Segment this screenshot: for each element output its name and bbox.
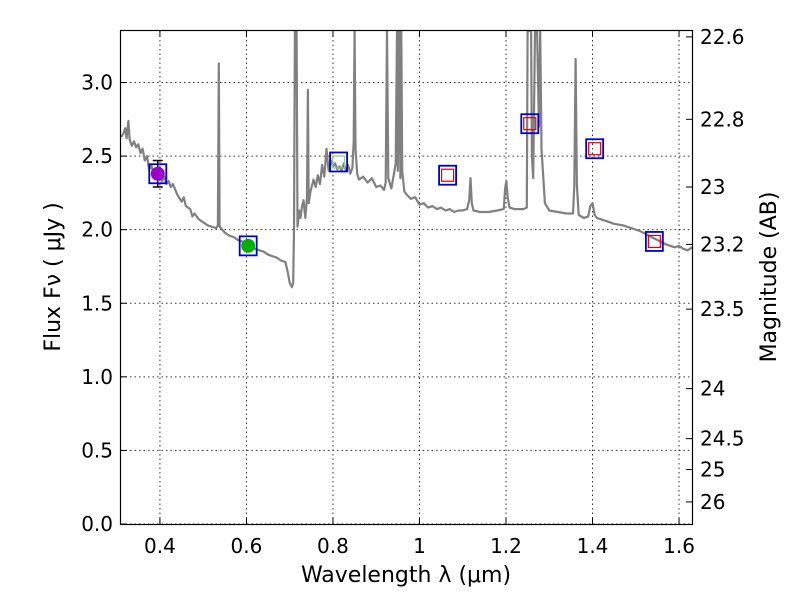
y2-tick-label: 23.2 — [700, 232, 745, 256]
y2-tick-label: 22.6 — [700, 25, 745, 49]
x-tick-label: 1.4 — [577, 534, 609, 558]
y-tick-label: 0.5 — [81, 438, 113, 462]
x-tick-label: 0.8 — [317, 534, 349, 558]
y2-tick-label: 22.8 — [700, 107, 745, 131]
point-1.06-marker — [440, 168, 455, 182]
point-1.54-box — [644, 231, 664, 252]
y-tick-label: 2.0 — [81, 218, 113, 242]
spectrum-line — [121, 31, 692, 289]
y2-tick-label: 26 — [700, 490, 725, 514]
y2-tick-label: 24.5 — [700, 427, 745, 451]
point-1.25-marker — [523, 117, 537, 131]
y-axis-label: Flux Fν ( μJy ) — [41, 202, 66, 351]
y2-tick-label: 23 — [700, 175, 725, 199]
x-tick-label: 1 — [413, 534, 426, 558]
y-tick-label: 0.0 — [81, 512, 113, 536]
green-point-marker — [241, 238, 256, 253]
y-tick-label: 3.0 — [81, 71, 113, 95]
photometry-layer — [148, 113, 664, 257]
violet-point-marker — [150, 166, 165, 181]
grid-layer — [121, 31, 692, 525]
y-axis-left: 0.0 0.5 1.0 1.5 2.0 2.5 3.0 — [81, 71, 127, 536]
x-tick-label: 1.6 — [663, 534, 695, 558]
point-1.40-marker — [588, 142, 602, 156]
x-tick-label: 0.4 — [144, 534, 176, 558]
point-1.40-box — [585, 138, 605, 160]
point-1.25-box — [520, 113, 540, 135]
violet-point-box — [148, 163, 168, 185]
y2-tick-label: 23.5 — [700, 297, 745, 321]
point-0.81-marker — [331, 155, 346, 169]
y-tick-label: 2.5 — [81, 144, 113, 168]
plot-frame — [119, 29, 694, 526]
y-axis-right: 22.6 22.8 23 23.2 23.5 24 24.5 25 26 — [686, 25, 745, 514]
point-1.06-box — [438, 164, 457, 186]
x-axis-label: Wavelength λ (μm) — [301, 563, 511, 588]
x-tick-label: 1.2 — [490, 534, 522, 558]
y-tick-label: 1.5 — [81, 291, 113, 315]
y2-axis-label: Magnitude (AB) — [757, 192, 782, 363]
point-1.54-marker — [647, 234, 661, 249]
x-tick-label: 0.6 — [231, 534, 263, 558]
spectrum-layer — [121, 31, 692, 289]
x-axis: 0.4 0.6 0.8 1 1.2 1.4 1.6 — [144, 31, 695, 558]
y-tick-label: 1.0 — [81, 365, 113, 389]
green-point-box — [238, 235, 258, 257]
y2-tick-label: 25 — [700, 458, 725, 482]
point-0.81-box — [329, 151, 348, 173]
y2-tick-label: 24 — [700, 377, 725, 401]
